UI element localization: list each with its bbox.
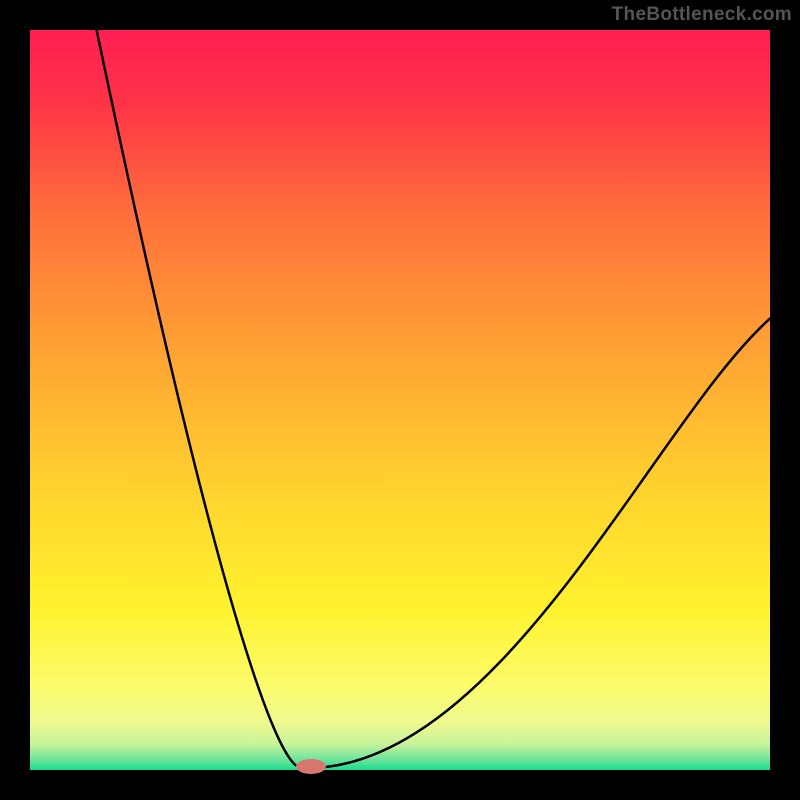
optimal-marker: [296, 759, 326, 774]
chart-root: TheBottleneck.com: [0, 0, 800, 800]
plot-area: [30, 30, 770, 770]
watermark-text: TheBottleneck.com: [612, 4, 792, 26]
bottleneck-curve: [30, 30, 770, 770]
